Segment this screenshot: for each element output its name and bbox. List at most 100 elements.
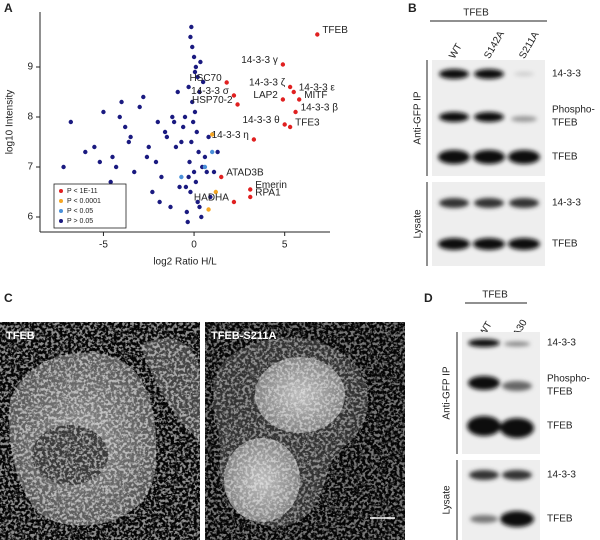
row-label: 14-3-3 (547, 470, 576, 481)
data-point (175, 89, 180, 95)
data-point (195, 74, 200, 80)
data-point (287, 124, 293, 130)
data-point (208, 194, 213, 200)
point-label: RPA1 (255, 188, 281, 199)
group-label: Anti-GFP IP (442, 366, 453, 419)
data-point (137, 104, 142, 110)
data-point (180, 124, 186, 130)
data-point (117, 114, 122, 120)
data-point (61, 164, 66, 170)
data-point (211, 169, 217, 175)
row-label: Phospho- (547, 374, 590, 385)
legend-label: P > 0.05 (67, 218, 93, 225)
data-point (128, 134, 133, 140)
legend-label: P < 1E-11 (67, 188, 98, 195)
panel-label: C (4, 291, 13, 305)
data-point (191, 169, 197, 175)
data-point (97, 159, 103, 165)
group-label: Lysate (442, 485, 453, 515)
data-point (191, 54, 197, 60)
point-label: HSC70 (189, 73, 222, 84)
scatter-plot: 6 7 8 9 -5 0 5 log2 Ratio H/L log10 Intensity TFE… (5, 12, 348, 268)
data-point (141, 94, 146, 100)
western-blot: TFEB WT S142A S211A Anti-GFP IP Lysate 1… (413, 8, 595, 266)
data-point (179, 139, 184, 145)
micrograph: TFEB (0, 322, 200, 540)
data-point (188, 189, 193, 195)
data-point (183, 184, 189, 190)
legend-marker (59, 189, 63, 193)
data-point (204, 169, 209, 175)
y-tick-label: 6 (27, 212, 33, 223)
data-point (190, 119, 196, 125)
image-label: TFEB (6, 330, 35, 342)
data-point (206, 134, 211, 140)
data-point (182, 114, 188, 120)
data-point (126, 139, 132, 145)
point-label: HADHA (194, 193, 229, 204)
data-point (190, 99, 195, 105)
data-point (194, 129, 199, 135)
point-label: 14-3-3 β (301, 103, 339, 114)
row-label: TFEB (547, 387, 573, 398)
x-tick-label: 5 (282, 240, 288, 251)
data-point (101, 109, 106, 115)
data-point (108, 179, 113, 185)
data-point (196, 149, 201, 155)
legend-marker (59, 219, 63, 223)
image-label: TFEB-S211A (211, 330, 276, 342)
point-label: MITF (304, 90, 327, 101)
data-point (192, 109, 198, 115)
row-label: TFEB (552, 152, 578, 163)
data-point (209, 149, 215, 155)
data-point (119, 99, 124, 105)
data-point (168, 204, 173, 210)
micrograph: TFEB-S211A (205, 322, 405, 540)
data-point (150, 189, 155, 195)
data-point (189, 24, 194, 30)
data-point (202, 154, 208, 160)
data-point (144, 154, 150, 160)
data-point (291, 89, 296, 95)
data-point (162, 129, 168, 135)
data-point (248, 194, 253, 200)
blot-membrane (462, 332, 540, 454)
point-label: HSP70-2 (192, 95, 233, 106)
point-label: TFE3 (295, 118, 320, 129)
data-point (153, 159, 159, 165)
point-label: 14-3-3 ε (299, 83, 336, 94)
data-point (164, 134, 170, 140)
y-tick-label: 9 (27, 62, 33, 73)
data-point (193, 64, 199, 70)
data-point (159, 174, 164, 180)
data-point (213, 189, 219, 195)
data-point (92, 144, 97, 150)
lane-label: WT (447, 42, 464, 61)
data-point (280, 97, 286, 102)
data-point (122, 124, 128, 130)
row-label: TFEB (547, 514, 573, 525)
data-point (83, 149, 88, 155)
row-label: 14-3-3 (552, 198, 581, 209)
legend-box (53, 183, 127, 229)
row-label: 14-3-3 (552, 69, 581, 80)
data-point (235, 102, 240, 107)
data-point (197, 89, 202, 95)
group-label: Anti-GFP IP (413, 91, 424, 144)
point-label: 14-3-3 γ (241, 55, 278, 66)
legend-marker (59, 209, 63, 213)
data-point (248, 187, 253, 192)
row-label: 14-3-3 (547, 338, 576, 349)
panel-label: A (4, 1, 13, 15)
row-label: Phospho- (552, 105, 595, 116)
data-point (113, 164, 119, 170)
panel-label: D (424, 291, 433, 305)
data-point (231, 93, 237, 98)
data-point (280, 62, 286, 67)
point-label: LAP2 (253, 90, 278, 101)
data-point (224, 80, 229, 85)
legend-marker (59, 199, 63, 203)
data-point (186, 174, 191, 180)
legend-label: P < 0.0001 (67, 198, 101, 205)
data-point (170, 114, 175, 120)
